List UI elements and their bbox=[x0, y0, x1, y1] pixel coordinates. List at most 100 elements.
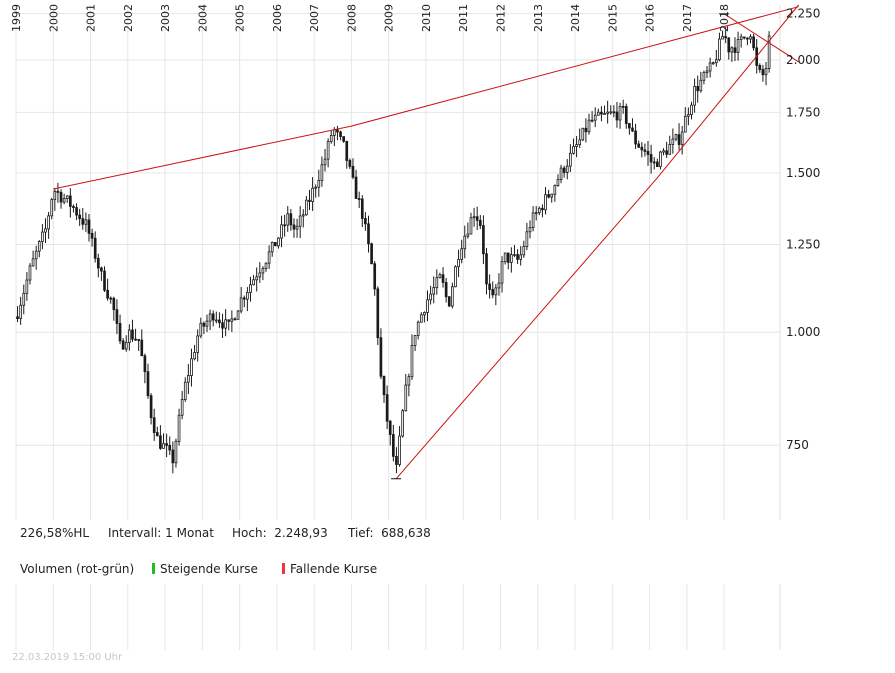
candle-body bbox=[221, 322, 224, 329]
candle bbox=[767, 31, 771, 73]
grid-lines bbox=[15, 5, 781, 650]
year-label: 2014 bbox=[569, 4, 582, 32]
candle bbox=[50, 197, 54, 220]
candle-body bbox=[649, 154, 653, 163]
candle bbox=[37, 240, 41, 258]
candle bbox=[419, 312, 423, 323]
candle bbox=[565, 159, 569, 180]
candle-body bbox=[444, 282, 448, 298]
candle-body bbox=[208, 313, 212, 322]
candle bbox=[423, 311, 426, 323]
price-tick-label: 2.000 bbox=[786, 53, 820, 67]
candle-body bbox=[345, 140, 349, 161]
candle bbox=[165, 433, 168, 458]
candle-body bbox=[469, 217, 473, 235]
candle bbox=[631, 118, 634, 133]
candle bbox=[628, 122, 631, 135]
candle bbox=[550, 193, 554, 203]
candle bbox=[674, 133, 678, 142]
price-tick-label: 2.250 bbox=[786, 7, 820, 21]
candle bbox=[367, 215, 370, 253]
candle bbox=[596, 108, 600, 116]
candle bbox=[159, 425, 162, 450]
candle-body bbox=[460, 248, 463, 260]
candle-body bbox=[146, 371, 150, 397]
candle bbox=[603, 105, 606, 115]
candle bbox=[53, 187, 57, 211]
candle-body bbox=[28, 265, 32, 281]
candle-body bbox=[84, 219, 88, 225]
year-label: 2008 bbox=[345, 4, 358, 32]
candle bbox=[336, 125, 339, 141]
candle bbox=[612, 105, 616, 118]
candle-body bbox=[280, 224, 283, 239]
candle-body bbox=[106, 289, 109, 299]
candle-body bbox=[506, 252, 510, 263]
candle-body bbox=[494, 287, 498, 296]
candle bbox=[112, 296, 116, 321]
candle bbox=[137, 339, 141, 351]
candle-body bbox=[273, 241, 277, 247]
candle bbox=[255, 267, 259, 292]
candle-body bbox=[556, 179, 560, 186]
candle bbox=[261, 266, 265, 281]
year-label: 2018 bbox=[718, 4, 731, 32]
candle bbox=[205, 314, 209, 333]
candle-body bbox=[541, 207, 544, 211]
candle-body bbox=[283, 224, 286, 227]
candle bbox=[615, 101, 619, 128]
candle-body bbox=[115, 309, 119, 324]
candle-body bbox=[497, 282, 501, 289]
rising-label: Steigende Kurse bbox=[160, 562, 258, 576]
candle bbox=[429, 285, 432, 305]
legend-rising: Steigende Kurse bbox=[152, 562, 258, 576]
candle-body bbox=[90, 232, 94, 239]
low-value: 688,638 bbox=[381, 526, 431, 540]
candle bbox=[749, 34, 752, 44]
candle-body bbox=[696, 86, 700, 92]
candle-body bbox=[652, 161, 656, 164]
candle-body bbox=[320, 164, 324, 181]
candle bbox=[87, 213, 91, 242]
candle-body bbox=[224, 319, 227, 329]
candle bbox=[531, 206, 535, 232]
candle bbox=[395, 447, 398, 474]
candle bbox=[155, 426, 159, 437]
candle-body bbox=[395, 455, 398, 465]
candle-body bbox=[34, 250, 38, 260]
candle bbox=[466, 222, 470, 239]
candle bbox=[311, 177, 314, 211]
candle-body bbox=[615, 111, 619, 121]
candle bbox=[280, 215, 283, 248]
price-tick-label: 750 bbox=[786, 438, 809, 452]
candle-body bbox=[429, 293, 432, 301]
candle-body bbox=[690, 104, 693, 116]
candle-body bbox=[419, 314, 423, 323]
candle bbox=[19, 296, 22, 325]
candle bbox=[655, 158, 659, 167]
price-tick-label: 1.750 bbox=[786, 105, 820, 119]
candle bbox=[513, 245, 516, 258]
falling-label: Fallende Kurse bbox=[290, 562, 378, 576]
candle bbox=[283, 214, 286, 237]
candle bbox=[401, 408, 404, 438]
candle bbox=[187, 364, 190, 395]
candle bbox=[733, 37, 737, 62]
candle bbox=[500, 256, 504, 293]
candle bbox=[711, 61, 715, 65]
candle bbox=[339, 130, 342, 141]
candle-body bbox=[671, 138, 675, 145]
candle-body bbox=[44, 228, 47, 233]
candle-body bbox=[531, 212, 535, 228]
candle-body bbox=[621, 105, 625, 108]
low-info: Tief: 688,638 bbox=[348, 526, 431, 540]
candle-body bbox=[457, 259, 460, 268]
candle bbox=[249, 276, 252, 302]
candle-body bbox=[261, 268, 265, 274]
candle bbox=[308, 189, 311, 211]
year-label: 2005 bbox=[234, 4, 247, 32]
candle-body bbox=[584, 127, 588, 133]
candle-body bbox=[69, 195, 72, 207]
candle bbox=[621, 99, 625, 114]
